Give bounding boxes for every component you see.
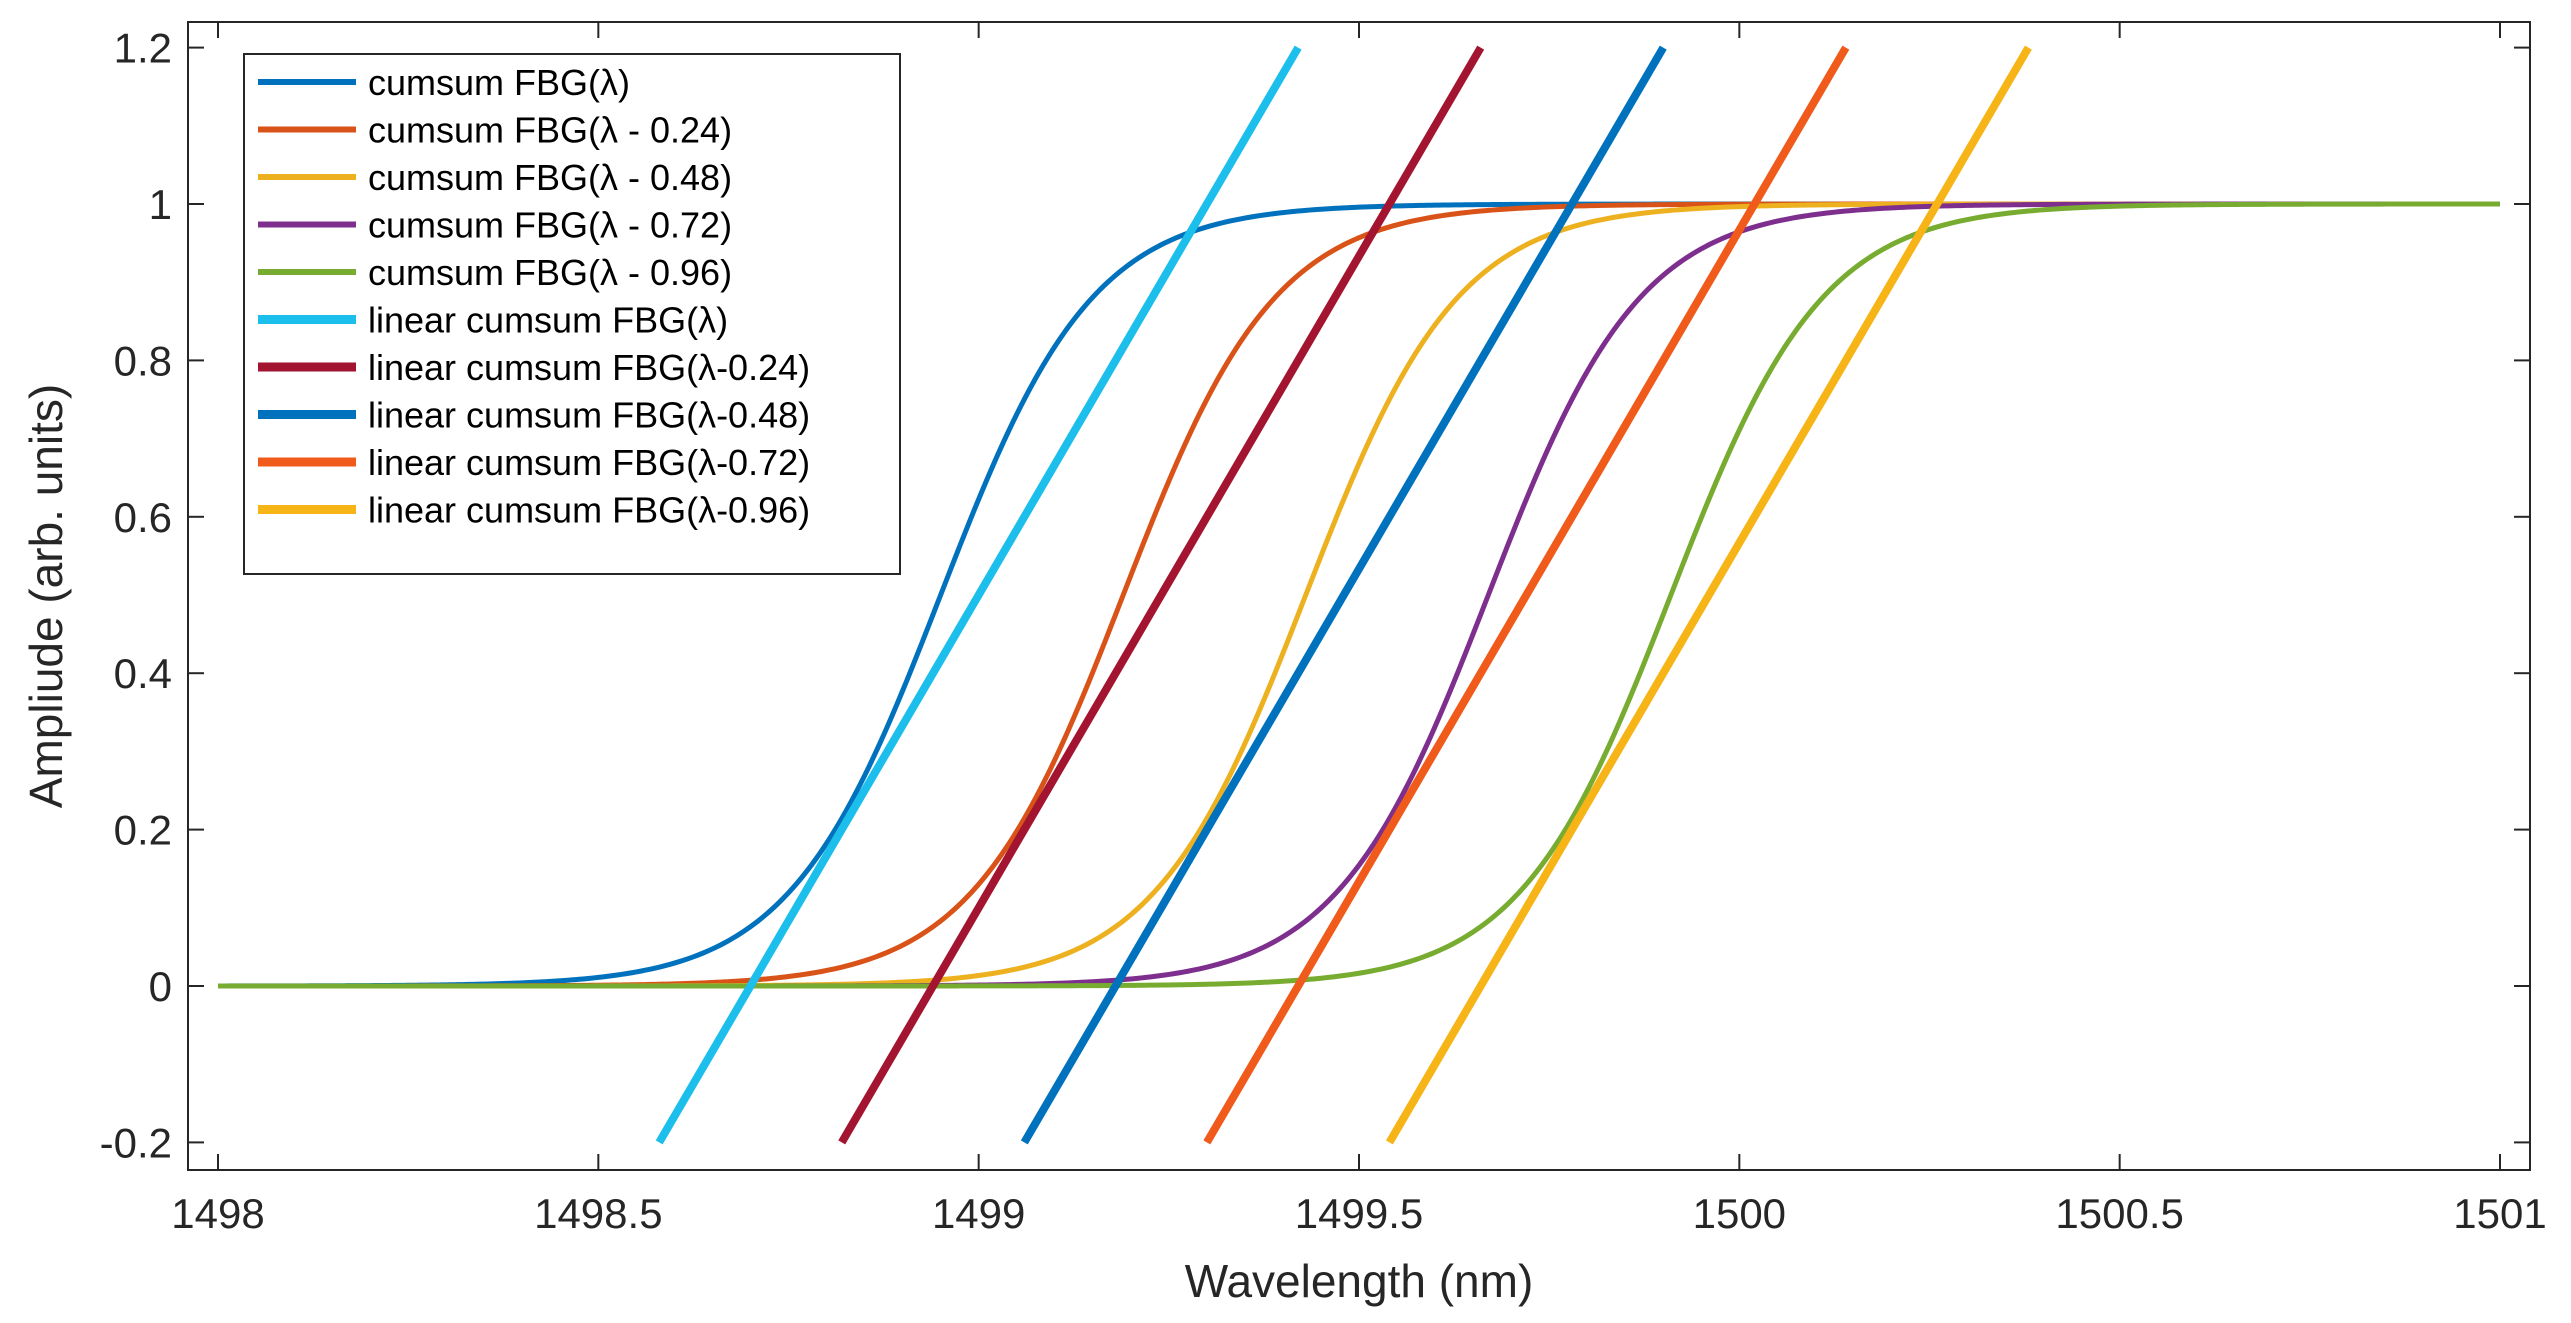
x-tick-label: 1498.5 (534, 1190, 662, 1237)
x-tick-label: 1500.5 (2055, 1190, 2183, 1237)
y-tick-label: 0.4 (114, 650, 172, 697)
y-tick-label: 1.2 (114, 25, 172, 72)
legend-box (243, 53, 901, 575)
legend-label: cumsum FBG(λ - 0.24) (368, 110, 732, 151)
x-tick-label: 1501 (2453, 1190, 2546, 1237)
y-axis-label: Ampliude (arb. units) (20, 384, 72, 808)
legend-label: cumsum FBG(λ - 0.48) (368, 157, 732, 198)
x-axis-label: Wavelength (nm) (1185, 1255, 1534, 1307)
legend: cumsum FBG(λ) cumsum FBG(λ - 0.24) cumsum … (243, 53, 901, 575)
legend-label: linear cumsum FBG(λ) (368, 300, 728, 341)
series-line-cumsum-fbg-lambda-0-96 (218, 201, 2501, 989)
legend-label: linear cumsum FBG(λ-0.48) (368, 395, 810, 436)
legend-label: linear cumsum FBG(λ-0.72) (368, 442, 810, 483)
x-tick-label: 1498 (171, 1190, 264, 1237)
series-line-linear-cumsum-fbg-lambda (655, 45, 1302, 1145)
y-tick-label: -0.2 (100, 1119, 172, 1166)
x-tick-label: 1500 (1693, 1190, 1786, 1237)
series-line-linear-cumsum-fbg-lambda-0-72 (1203, 45, 1850, 1145)
legend-label: cumsum FBG(λ) (368, 62, 630, 103)
y-tick-label: 0.8 (114, 337, 172, 384)
x-tick-label: 1499 (932, 1190, 1025, 1237)
legend-label: cumsum FBG(λ - 0.72) (368, 205, 732, 246)
series-line-linear-cumsum-fbg-lambda-0-96 (1385, 45, 2032, 1145)
series-layer (218, 45, 2501, 1145)
legend-label: linear cumsum FBG(λ-0.96) (368, 490, 810, 531)
series-line-linear-cumsum-fbg-lambda-0-24 (838, 45, 1485, 1145)
legend-label: linear cumsum FBG(λ-0.24) (368, 347, 810, 388)
y-tick-label: 0 (149, 963, 172, 1010)
x-tick-label: 1499.5 (1295, 1190, 1423, 1237)
legend-label: cumsum FBG(λ - 0.96) (368, 252, 732, 293)
y-tick-label: 1 (149, 181, 172, 228)
ticks-layer: 1498 1498.5 1499 1499.5 1500 1500.5 1501 -0.2 0 0… (100, 22, 2547, 1237)
y-tick-label: 0.6 (114, 494, 172, 541)
y-tick-label: 0.2 (114, 807, 172, 854)
series-line-linear-cumsum-fbg-lambda-0-48 (1020, 45, 1667, 1145)
